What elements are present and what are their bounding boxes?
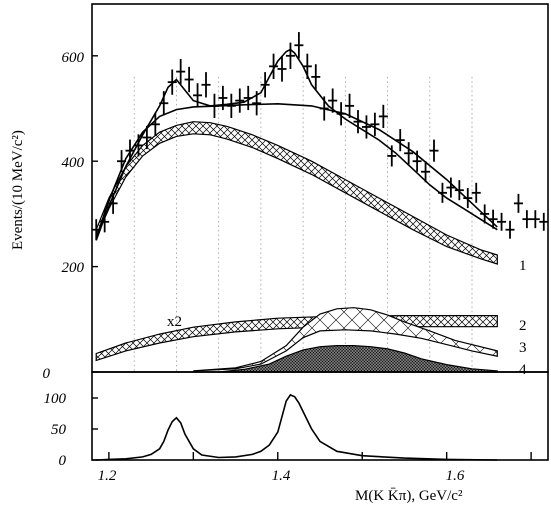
- data-point: [370, 112, 380, 136]
- data-point: [209, 93, 219, 118]
- area-4: [218, 345, 498, 373]
- data-point: [226, 93, 236, 118]
- data-point: [142, 125, 152, 150]
- data-point: [150, 112, 160, 136]
- data-point: [269, 53, 279, 79]
- data-point: [361, 115, 371, 139]
- background-curve: [95, 102, 498, 238]
- data-point: [100, 211, 110, 233]
- resolution-curve: [96, 393, 498, 461]
- background-band: [95, 121, 498, 265]
- y-tick-label-400: 400: [62, 155, 85, 171]
- total-fit-curve: [95, 48, 498, 241]
- data-point: [294, 32, 304, 59]
- lower-y-tick-label-100: 100: [44, 391, 67, 407]
- data-point: [218, 85, 228, 111]
- data-point: [480, 204, 490, 224]
- data-point: [387, 145, 397, 167]
- data-point: [176, 58, 186, 85]
- data-point: [488, 209, 498, 229]
- data-point: [184, 66, 194, 93]
- lower-panel-frame: [91, 371, 549, 461]
- data-point: [117, 150, 127, 173]
- data-point: [311, 64, 321, 90]
- data-point: [378, 104, 388, 128]
- data-point: [404, 142, 414, 165]
- data-point: [91, 219, 101, 241]
- data-point: [353, 110, 363, 134]
- y-tick-label-200: 200: [62, 260, 85, 276]
- data-point: [454, 180, 464, 201]
- data-point: [167, 69, 177, 95]
- data-point: [336, 102, 346, 126]
- data-point: [108, 192, 118, 214]
- data-point: [125, 139, 135, 162]
- y-tick-label-600: 600: [62, 50, 85, 66]
- data-point: [421, 161, 431, 183]
- data-point: [539, 212, 549, 231]
- data-point: [497, 212, 507, 231]
- data-point: [201, 72, 211, 98]
- x-tick-label-1.4: 1.4: [272, 468, 291, 484]
- data-point: [133, 134, 143, 157]
- x-tick-label-1.6: 1.6: [446, 468, 465, 484]
- band-3: [193, 307, 498, 372]
- x-axis-title: M(K K̄π), GeV/c²: [355, 488, 463, 504]
- curve-label-4: 4: [519, 362, 527, 378]
- curve-label-2: 2: [519, 318, 527, 334]
- data-point: [522, 210, 532, 229]
- data-point: [243, 85, 253, 111]
- data-point: [345, 93, 355, 118]
- annotation-x2: x2: [167, 314, 182, 330]
- data-point: [260, 72, 270, 98]
- resolution-panel: [96, 393, 498, 461]
- curve-label-3: 3: [519, 340, 527, 356]
- data-point: [159, 91, 169, 116]
- data-point: [463, 188, 473, 209]
- data-point: [319, 96, 329, 121]
- data-point: [395, 129, 405, 152]
- data-point: [429, 139, 439, 162]
- data-point: [437, 182, 447, 203]
- axis-ticks: [92, 55, 532, 461]
- data-point: [513, 193, 523, 213]
- curve-label-1: 1: [519, 258, 527, 274]
- data-point: [505, 220, 515, 239]
- band-2: [95, 315, 498, 362]
- lower-y-tick-label-0: 0: [59, 453, 67, 469]
- data-point: [302, 53, 312, 79]
- data-point: [530, 210, 540, 229]
- main-panel: [91, 32, 549, 373]
- data-point: [328, 88, 338, 113]
- data-point: [412, 150, 422, 172]
- data-point: [193, 83, 203, 108]
- data-point: [285, 42, 295, 69]
- data-point: [471, 182, 481, 203]
- y-tick-label-0: 0: [43, 366, 51, 382]
- data-point: [446, 177, 456, 198]
- lower-y-tick-label-50: 50: [51, 422, 67, 438]
- x-tick-label-1.2: 1.2: [98, 468, 117, 484]
- data-point: [277, 56, 287, 82]
- data-point: [235, 88, 245, 113]
- data-point: [252, 91, 262, 116]
- y-axis-title: Events/(10 MeV/c²): [10, 130, 26, 250]
